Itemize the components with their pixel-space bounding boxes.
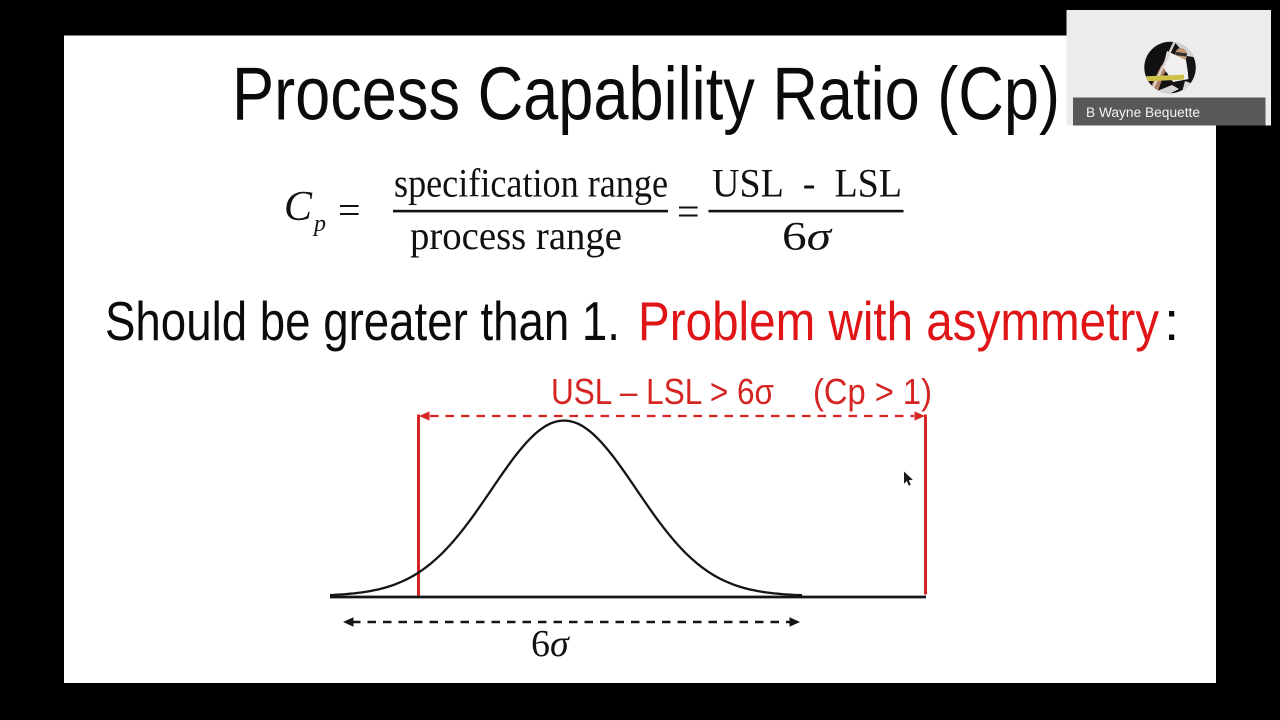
svg-text:B Wayne Bequette: B Wayne Bequette [1086, 105, 1200, 120]
svg-text:USL - LSL: USL - LSL [712, 161, 902, 206]
svg-text:6σ: 6σ [531, 623, 570, 665]
svg-text:USL – LSL > 6σ: USL – LSL > 6σ [551, 371, 774, 412]
svg-text:Process Capability Ratio (Cp): Process Capability Ratio (Cp) [232, 52, 1060, 136]
svg-text:specification range: specification range [394, 161, 668, 206]
svg-text:6σ: 6σ [782, 214, 833, 259]
svg-text:Should be greater than 1.: Should be greater than 1. [105, 290, 620, 352]
svg-text:C: C [284, 184, 313, 230]
svg-text::: : [1164, 290, 1179, 352]
svg-text:process range: process range [410, 213, 622, 258]
svg-text:p: p [312, 211, 326, 237]
svg-text:=: = [338, 188, 361, 233]
svg-text:(Cp > 1): (Cp > 1) [813, 371, 932, 412]
svg-text:Problem with asymmetry: Problem with asymmetry [638, 290, 1159, 352]
svg-text:=: = [677, 189, 700, 234]
